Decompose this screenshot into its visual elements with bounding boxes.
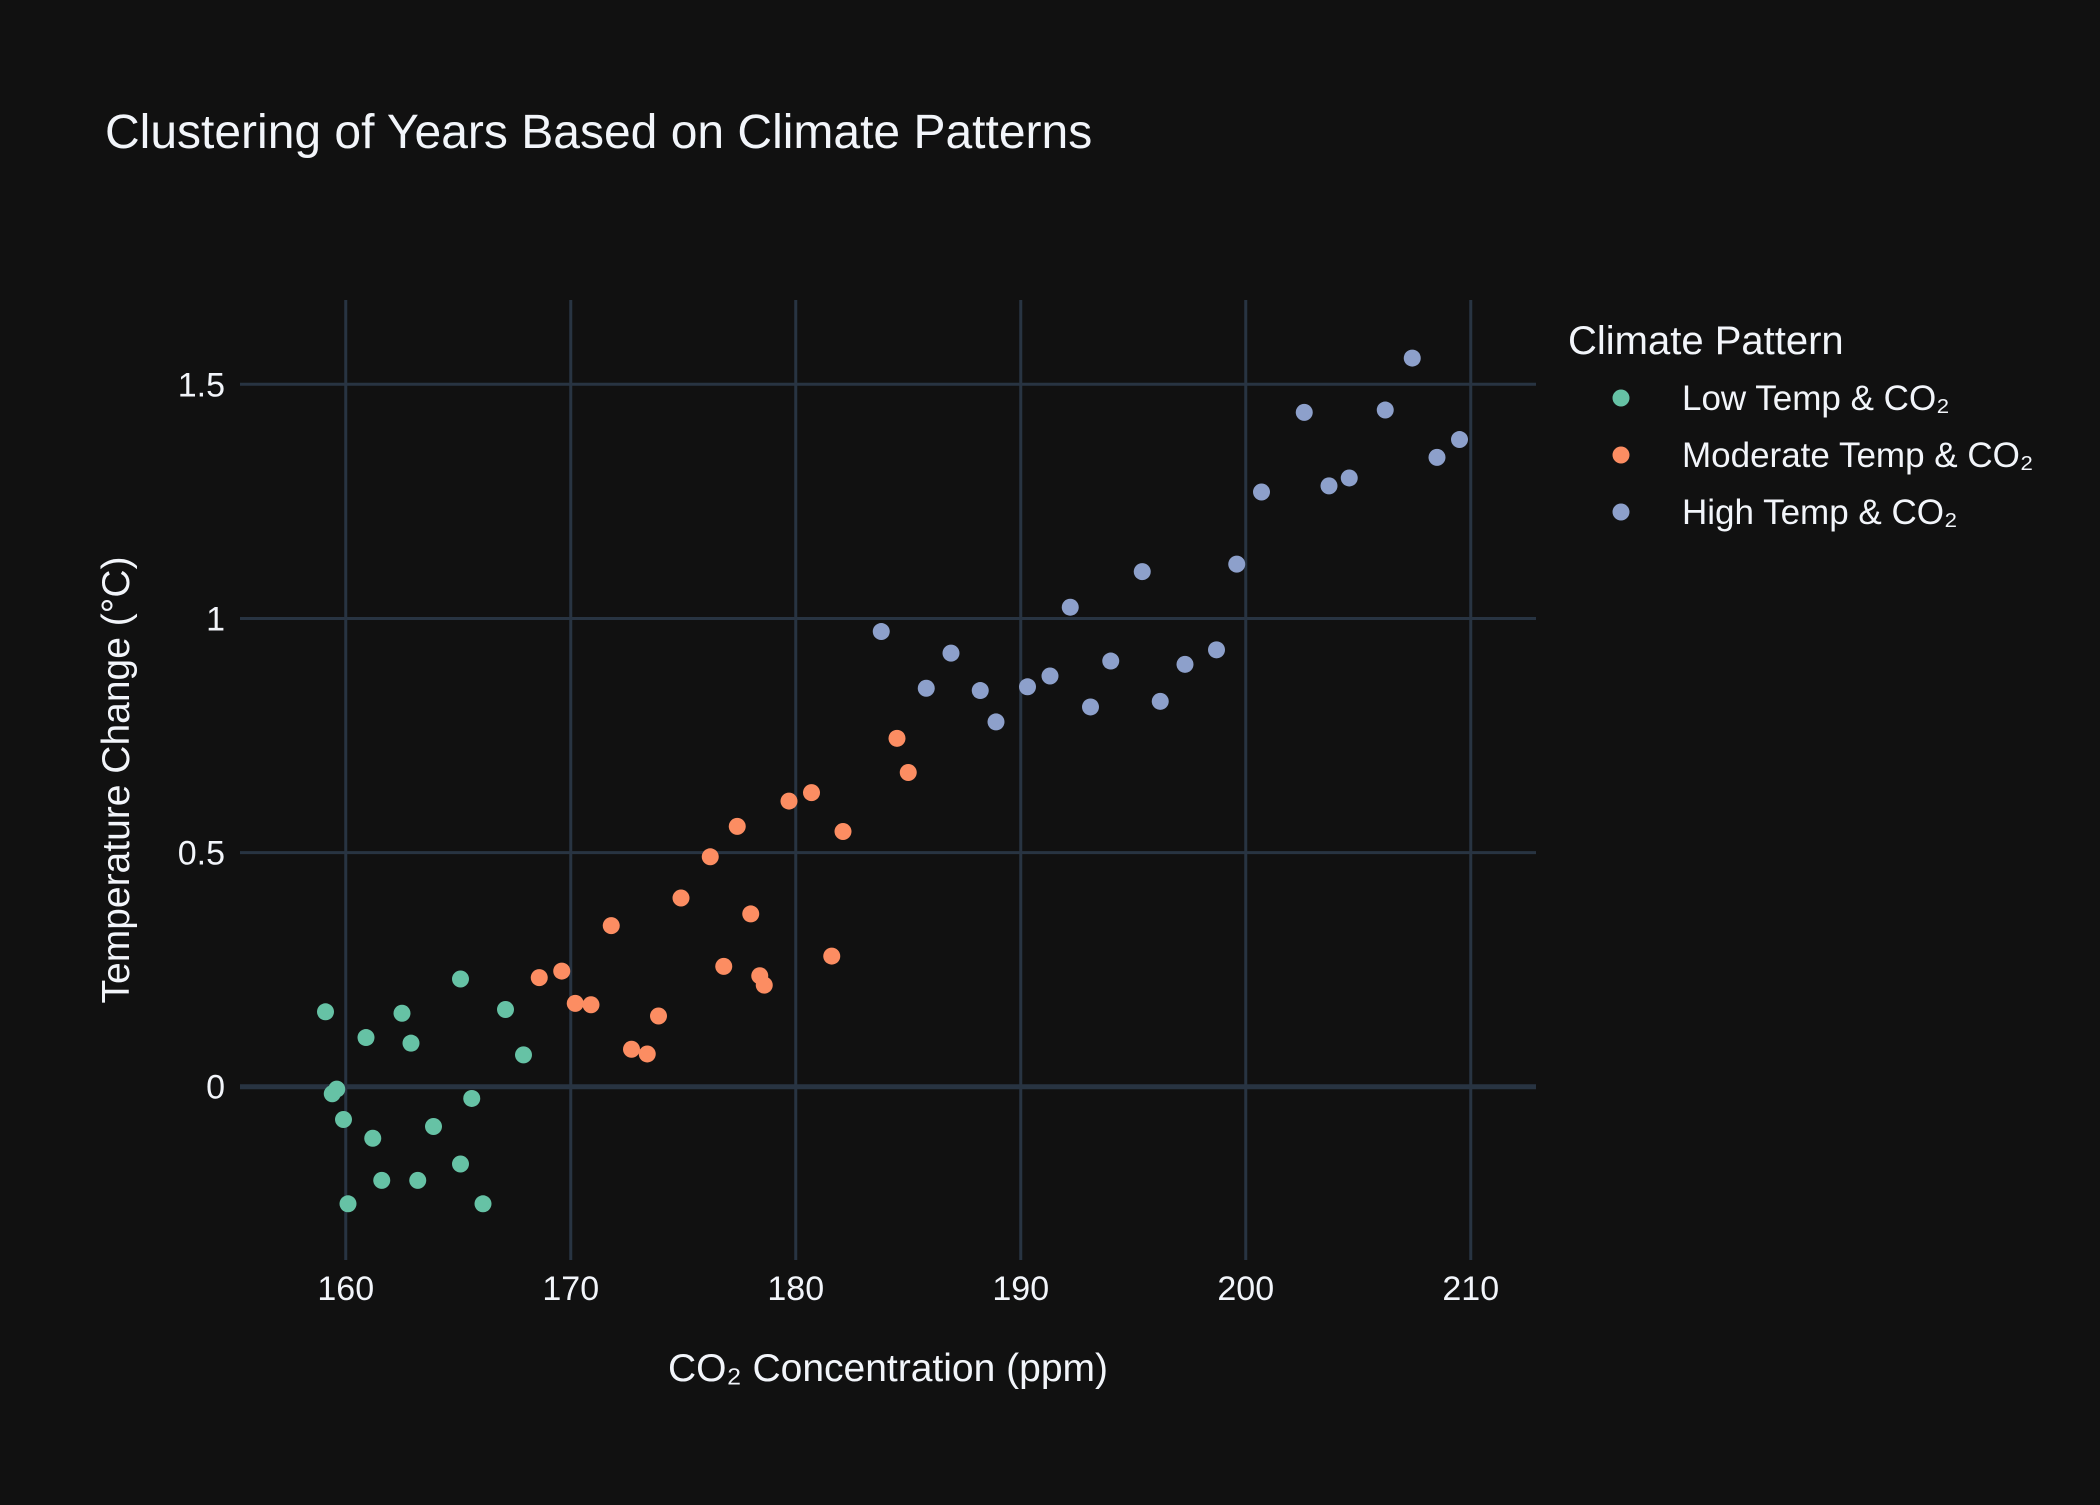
data-point[interactable]: [755, 976, 773, 994]
legend-marker: [1612, 389, 1630, 407]
data-point[interactable]: [553, 962, 571, 980]
x-tick-label: 210: [1442, 1270, 1499, 1308]
data-point[interactable]: [1295, 403, 1313, 421]
y-tick-label: 0: [206, 1069, 225, 1107]
data-point[interactable]: [742, 905, 760, 923]
y-tick-label: 0.5: [178, 835, 225, 873]
data-point[interactable]: [917, 679, 935, 697]
data-point[interactable]: [701, 848, 719, 866]
data-point[interactable]: [364, 1129, 382, 1147]
data-point[interactable]: [409, 1171, 427, 1189]
data-point[interactable]: [1151, 692, 1169, 710]
data-point[interactable]: [452, 970, 469, 988]
x-axis-label: CO₂ Concentration (ppm): [668, 1347, 1108, 1390]
data-point[interactable]: [452, 1155, 469, 1173]
data-point[interactable]: [357, 1029, 375, 1047]
data-point[interactable]: [402, 1034, 420, 1052]
x-tick-label: 170: [542, 1270, 599, 1308]
data-point[interactable]: [1061, 598, 1079, 616]
data-point[interactable]: [393, 1004, 411, 1022]
data-point[interactable]: [728, 817, 746, 835]
data-point[interactable]: [780, 792, 798, 810]
data-point[interactable]: [899, 764, 917, 782]
data-point[interactable]: [1253, 483, 1270, 501]
x-tick-label: 160: [317, 1270, 374, 1308]
data-point[interactable]: [339, 1195, 357, 1213]
data-point[interactable]: [1019, 678, 1036, 696]
data-point[interactable]: [497, 1000, 514, 1018]
data-point[interactable]: [1041, 667, 1059, 685]
data-point[interactable]: [1451, 431, 1468, 449]
data-point[interactable]: [1082, 698, 1099, 716]
legend-label: High Temp & CO₂: [1682, 493, 1958, 532]
grid-lines: [240, 300, 1536, 1260]
y-tick-label: 1.5: [178, 366, 225, 404]
legend-label: Low Temp & CO₂: [1682, 379, 1950, 418]
data-point[interactable]: [623, 1040, 640, 1058]
legend-title: Climate Pattern: [1568, 319, 1844, 363]
legend-marker: [1612, 446, 1630, 464]
data-point[interactable]: [872, 623, 890, 641]
data-point[interactable]: [1403, 349, 1421, 367]
data-point[interactable]: [834, 823, 852, 841]
legend-items: Low Temp & CO₂ Moderate Temp & CO₂ High Te…: [1612, 379, 2033, 532]
x-axis-ticks: 160 170 180 190 200 210: [317, 1270, 1499, 1308]
y-axis-ticks: 0 0.5 1 1.5: [178, 366, 225, 1106]
data-point[interactable]: [1428, 448, 1446, 466]
data-point[interactable]: [474, 1195, 492, 1213]
data-point[interactable]: [463, 1089, 481, 1107]
data-point[interactable]: [650, 1007, 667, 1025]
legend-marker: [1612, 503, 1630, 521]
data-point[interactable]: [1102, 652, 1120, 670]
legend-label: Moderate Temp & CO₂: [1682, 436, 2033, 475]
data-point[interactable]: [1208, 641, 1225, 659]
data-point[interactable]: [335, 1111, 352, 1129]
data-point[interactable]: [1376, 401, 1394, 419]
x-tick-label: 180: [767, 1270, 824, 1308]
data-point[interactable]: [942, 644, 960, 662]
data-point[interactable]: [672, 889, 690, 907]
legend: Climate Pattern Low Temp & CO₂ Moderate T…: [1568, 319, 2033, 532]
data-point[interactable]: [971, 682, 989, 700]
data-point[interactable]: [987, 713, 1005, 731]
data-point[interactable]: [515, 1046, 532, 1064]
data-point[interactable]: [1340, 469, 1358, 487]
data-point[interactable]: [317, 1003, 334, 1021]
x-tick-label: 200: [1217, 1270, 1274, 1308]
data-point[interactable]: [1320, 477, 1338, 495]
data-point[interactable]: [823, 947, 841, 965]
data-point[interactable]: [888, 729, 906, 747]
data-point[interactable]: [803, 784, 820, 802]
data-point[interactable]: [1176, 655, 1194, 673]
data-point[interactable]: [715, 957, 733, 975]
data-point[interactable]: [566, 994, 584, 1012]
data-point[interactable]: [530, 969, 548, 987]
data-point[interactable]: [602, 917, 620, 935]
data-point[interactable]: [425, 1118, 442, 1136]
data-point[interactable]: [1133, 563, 1151, 581]
y-axis-label: Temperature Change (°C): [95, 557, 138, 1004]
data-point[interactable]: [1228, 555, 1246, 573]
data-point[interactable]: [373, 1171, 391, 1189]
data-point[interactable]: [638, 1045, 656, 1063]
x-tick-label: 190: [992, 1270, 1049, 1308]
chart-title: Clustering of Years Based on Climate Pat…: [105, 106, 1092, 159]
data-points: [317, 349, 1468, 1213]
y-tick-label: 1: [206, 600, 225, 638]
data-point[interactable]: [582, 996, 600, 1014]
data-point[interactable]: [328, 1080, 346, 1098]
